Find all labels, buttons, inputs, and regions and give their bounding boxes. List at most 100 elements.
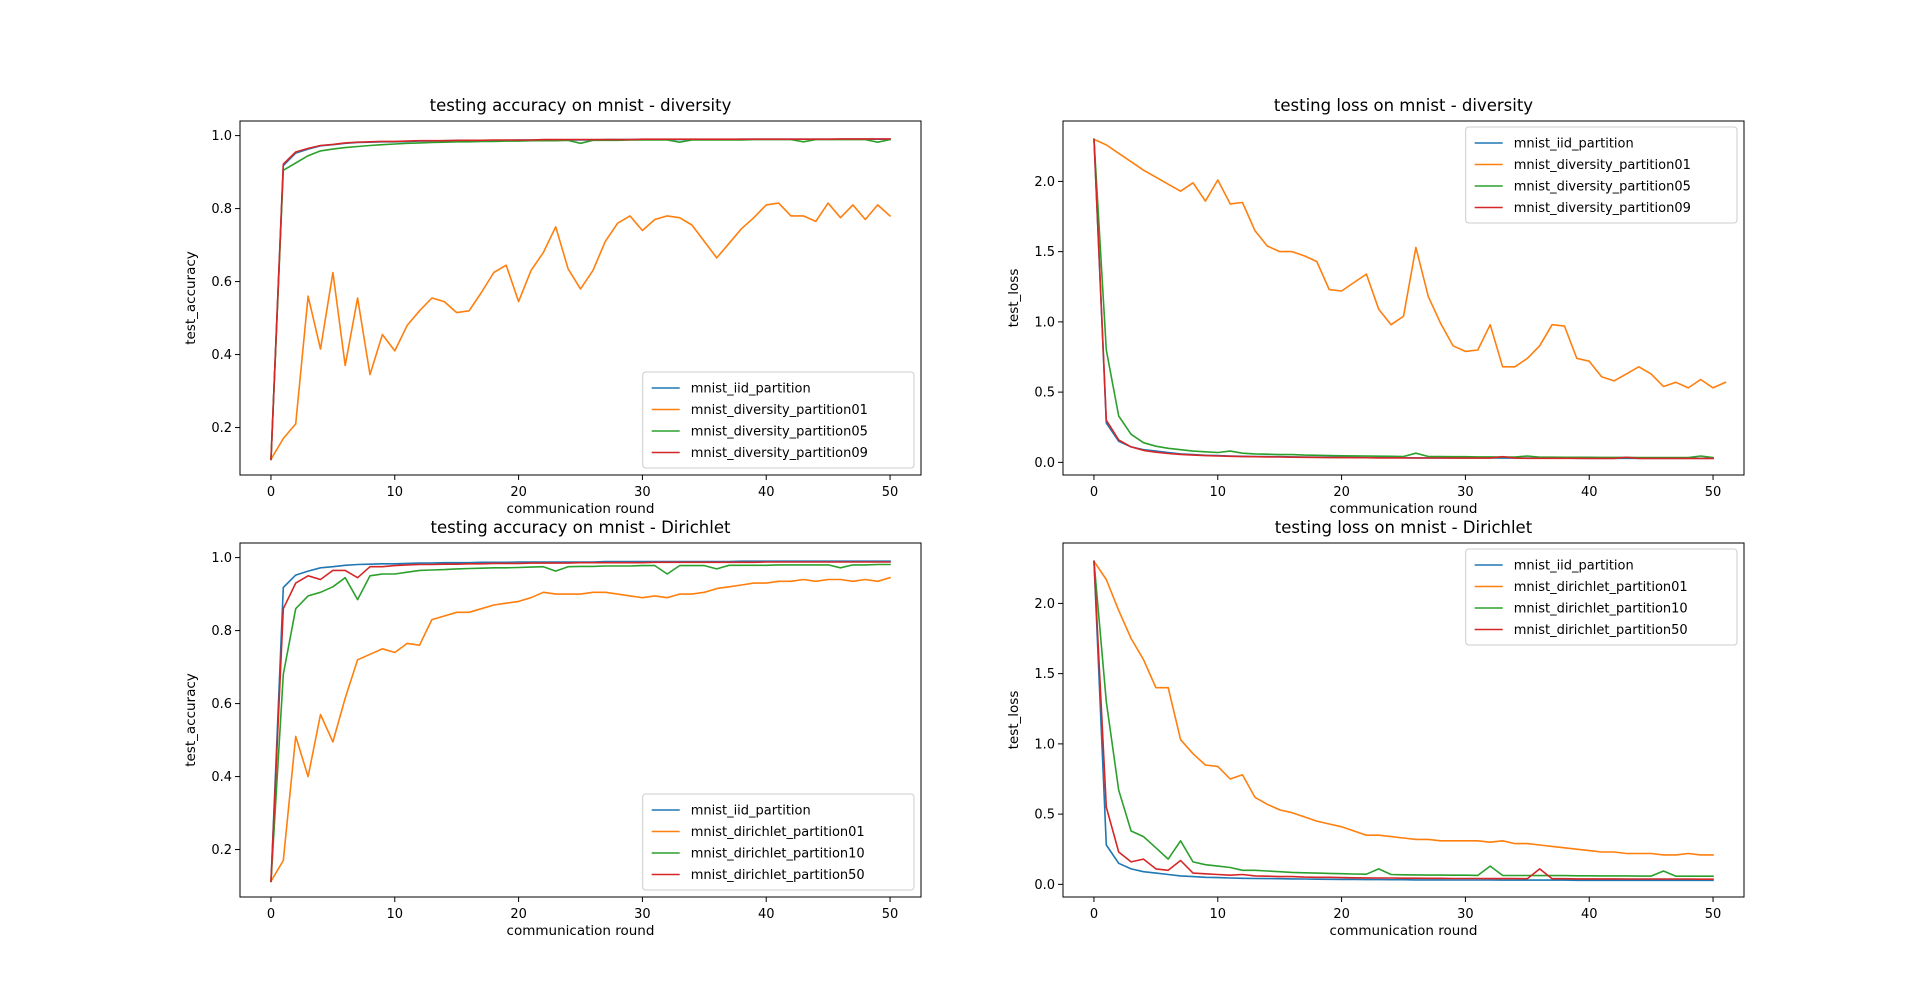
chart-title: testing accuracy on mnist - diversity (430, 96, 732, 115)
y-tick-label: 0.8 (211, 202, 232, 217)
x-tick-label: 10 (386, 907, 403, 922)
x-tick-label: 30 (634, 907, 651, 922)
legend-box (1465, 126, 1738, 224)
x-tick-label: 40 (758, 485, 775, 500)
series-lines (1092, 560, 1714, 882)
series-lines (1092, 138, 1727, 460)
legend-entry: mnist_dirichlet_partition10 (691, 847, 865, 862)
x-tick-label: 0 (267, 907, 275, 922)
legend-entry: mnist_diversity_partition05 (691, 425, 868, 440)
legend-entry: mnist_diversity_partition01 (1514, 158, 1691, 173)
x-tick-label: 20 (510, 485, 527, 500)
series-lines (269, 138, 892, 461)
legend-entry: mnist_dirichlet_partition10 (1514, 602, 1688, 617)
y-tick-label: 1.0 (211, 129, 232, 144)
series-line-mnist_diversity_partition09 (1093, 138, 1714, 460)
x-tick-label: 30 (1457, 907, 1474, 922)
chart-title: testing accuracy on mnist - Dirichlet (431, 518, 731, 537)
y-tick-label: 1.0 (1034, 315, 1055, 330)
series-line-mnist_dirichlet_partition10 (270, 563, 891, 883)
y-tick-label: 0.5 (1034, 808, 1055, 823)
y-tick-label: 1.0 (1034, 737, 1055, 752)
y-tick-label: 0.2 (211, 843, 232, 858)
legend-entry: mnist_iid_partition (1514, 137, 1634, 152)
x-tick-label: 20 (1333, 485, 1350, 500)
x-tick-label: 0 (1090, 907, 1098, 922)
series-lines (269, 560, 891, 883)
x-tick-label: 20 (510, 907, 527, 922)
legend-box (1465, 548, 1738, 646)
x-tick-label: 0 (1090, 485, 1098, 500)
series-line-mnist_diversity_partition01 (269, 202, 892, 461)
y-axis-label: test_accuracy (183, 673, 199, 767)
axes-frame (239, 120, 922, 476)
x-tick-label: 50 (1705, 907, 1722, 922)
series-line-mnist_dirichlet_partition50 (1093, 560, 1714, 881)
x-tick-label: 20 (1333, 907, 1350, 922)
y-tick-label: 1.0 (211, 551, 232, 566)
legend: mnist_iid_partition mnist_diversity_parti… (1465, 126, 1738, 224)
legend-entry: mnist_dirichlet_partition01 (691, 825, 865, 840)
y-tick-label: 0.8 (211, 624, 232, 639)
y-tick-label: 2.0 (1034, 597, 1055, 612)
x-tick-label: 50 (882, 485, 899, 500)
legend-entry: mnist_iid_partition (691, 382, 811, 397)
legend: mnist_iid_partition mnist_dirichlet_parti… (642, 793, 915, 891)
legend-entry: mnist_iid_partition (691, 804, 811, 819)
x-axis-label: communication round (507, 501, 655, 517)
y-tick-label: 0.4 (211, 770, 232, 785)
x-axis-label: communication round (1330, 923, 1478, 939)
chart-title: testing loss on mnist - diversity (1274, 96, 1533, 115)
y-tick-label: 2.0 (1034, 175, 1055, 190)
legend-entry: mnist_diversity_partition01 (691, 403, 868, 418)
legend: mnist_iid_partition mnist_diversity_parti… (642, 371, 915, 469)
legend-entry: mnist_dirichlet_partition01 (1514, 580, 1688, 595)
y-axis-label: test_loss (1006, 269, 1022, 328)
x-tick-label: 40 (1581, 907, 1598, 922)
chart-2: testing loss on mnist - diversity 0 10 20 30… (1006, 96, 1745, 517)
legend-entry: mnist_diversity_partition05 (1514, 180, 1691, 195)
x-tick-label: 10 (1209, 907, 1226, 922)
series-line-mnist_diversity_partition01 (1092, 138, 1727, 389)
axes-frame (239, 542, 922, 898)
axes-frame (1062, 542, 1745, 898)
y-axis-label: test_accuracy (183, 251, 199, 345)
chart-title: testing loss on mnist - Dirichlet (1275, 518, 1533, 537)
legend-box (642, 793, 915, 891)
series-line-mnist_diversity_partition05 (1093, 138, 1714, 459)
series-line-mnist_dirichlet_partition10 (1093, 560, 1714, 878)
legend-entry: mnist_diversity_partition09 (691, 446, 868, 461)
x-tick-label: 50 (1705, 485, 1722, 500)
series-line-mnist_dirichlet_partition01 (269, 576, 891, 883)
y-tick-label: 0.0 (1034, 878, 1055, 893)
series-line-mnist_iid_partition (1093, 560, 1714, 882)
x-tick-label: 40 (758, 907, 775, 922)
x-tick-label: 30 (634, 485, 651, 500)
y-tick-label: 0.6 (211, 697, 232, 712)
y-tick-label: 0.4 (211, 348, 232, 363)
y-tick-label: 0.0 (1034, 456, 1055, 471)
legend-box (642, 371, 915, 469)
y-tick-label: 1.5 (1034, 667, 1055, 682)
series-line-mnist_dirichlet_partition01 (1092, 560, 1714, 856)
chart-1: testing accuracy on mnist - diversity 0 10… (183, 96, 922, 517)
legend-entry: mnist_dirichlet_partition50 (691, 868, 865, 883)
x-tick-label: 0 (267, 485, 275, 500)
x-tick-label: 40 (1581, 485, 1598, 500)
series-line-mnist_diversity_partition09 (270, 138, 891, 461)
x-tick-label: 50 (882, 907, 899, 922)
y-tick-label: 0.2 (211, 421, 232, 436)
y-axis-label: test_loss (1006, 691, 1022, 750)
x-tick-label: 10 (1209, 485, 1226, 500)
x-axis-label: communication round (1330, 501, 1478, 517)
series-line-mnist_dirichlet_partition50 (270, 561, 891, 883)
legend-entry: mnist_diversity_partition09 (1514, 201, 1691, 216)
chart-4: testing loss on mnist - Dirichlet 0 10 20 30… (1006, 518, 1745, 939)
chart-3: testing accuracy on mnist - Dirichlet 0 10… (183, 518, 922, 939)
legend: mnist_iid_partition mnist_dirichlet_parti… (1465, 548, 1738, 646)
y-tick-label: 0.6 (211, 275, 232, 290)
x-axis-label: communication round (507, 923, 655, 939)
y-tick-label: 1.5 (1034, 245, 1055, 260)
x-tick-label: 10 (386, 485, 403, 500)
